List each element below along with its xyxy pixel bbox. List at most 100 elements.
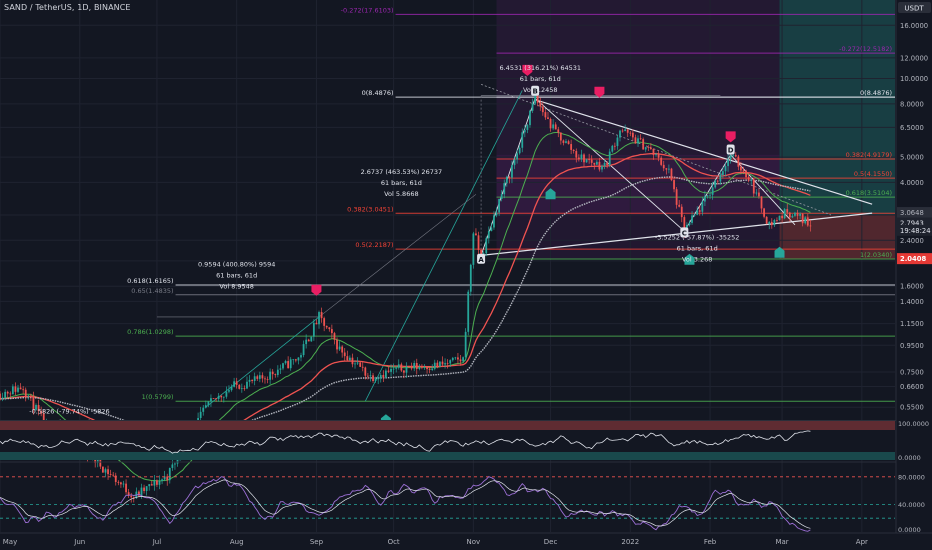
candle[interactable] <box>264 376 266 384</box>
candle[interactable] <box>217 393 220 402</box>
candle[interactable] <box>511 160 513 184</box>
candle[interactable] <box>431 364 434 372</box>
candle[interactable] <box>529 109 531 128</box>
candle[interactable] <box>518 145 521 155</box>
candle[interactable] <box>150 480 153 486</box>
symbol-title[interactable]: SAND / TetherUS, 1D, BINANCE <box>4 3 131 12</box>
candle[interactable] <box>557 126 560 138</box>
candle[interactable] <box>459 355 462 366</box>
wave-a-b[interactable] <box>480 98 536 256</box>
candle[interactable] <box>222 396 225 403</box>
candle[interactable] <box>413 360 416 372</box>
candle[interactable] <box>415 358 418 375</box>
candle[interactable] <box>138 490 140 498</box>
candle[interactable] <box>369 370 372 382</box>
candle[interactable] <box>495 207 498 218</box>
candle[interactable] <box>325 325 328 330</box>
candle[interactable] <box>603 159 606 170</box>
candle[interactable] <box>330 324 333 339</box>
candle[interactable] <box>577 154 580 162</box>
candle[interactable] <box>637 135 639 147</box>
candle[interactable] <box>364 366 367 380</box>
candle[interactable] <box>567 139 570 145</box>
candle[interactable] <box>302 340 305 358</box>
candle[interactable] <box>274 373 277 378</box>
candle[interactable] <box>446 359 449 369</box>
candle[interactable] <box>300 352 302 362</box>
candle[interactable] <box>660 155 663 167</box>
candle[interactable] <box>680 204 683 223</box>
candle[interactable] <box>678 200 681 208</box>
candle[interactable] <box>207 401 210 408</box>
candle[interactable] <box>109 469 112 476</box>
candle[interactable] <box>37 399 40 416</box>
measure-diagonal-1[interactable] <box>205 316 320 408</box>
candle[interactable] <box>161 478 163 485</box>
candle[interactable] <box>549 117 552 132</box>
candle[interactable] <box>289 357 292 371</box>
candle[interactable] <box>631 129 634 141</box>
candle[interactable] <box>328 327 331 332</box>
candle[interactable] <box>608 148 611 168</box>
candle[interactable] <box>595 159 598 166</box>
candle[interactable] <box>297 357 300 365</box>
candle[interactable] <box>120 481 122 488</box>
candle[interactable] <box>24 387 27 402</box>
candle[interactable] <box>688 220 691 227</box>
candle[interactable] <box>783 207 786 220</box>
candle[interactable] <box>433 359 436 371</box>
candle[interactable] <box>740 161 742 175</box>
triangle-upper-line[interactable] <box>534 99 873 205</box>
range-box-2[interactable] <box>318 194 477 318</box>
candle[interactable] <box>765 216 768 225</box>
candle[interactable] <box>35 403 37 411</box>
candle[interactable] <box>351 353 354 368</box>
candle[interactable] <box>269 368 272 385</box>
candle[interactable] <box>40 406 43 417</box>
candle[interactable] <box>199 406 202 421</box>
candle[interactable] <box>788 211 791 222</box>
candle[interactable] <box>117 480 120 486</box>
candle[interactable] <box>114 472 117 486</box>
candle[interactable] <box>588 153 591 164</box>
candle[interactable] <box>639 134 642 141</box>
candle[interactable] <box>621 128 624 133</box>
candle[interactable] <box>408 365 410 368</box>
candle[interactable] <box>449 359 452 368</box>
candle[interactable] <box>377 375 380 385</box>
candle[interactable] <box>423 364 426 370</box>
candle[interactable] <box>552 119 555 131</box>
candle[interactable] <box>294 358 297 363</box>
candle[interactable] <box>667 164 670 174</box>
candle[interactable] <box>565 138 567 144</box>
candle[interactable] <box>598 157 601 172</box>
candle[interactable] <box>202 405 205 416</box>
candle[interactable] <box>166 473 169 486</box>
candle[interactable] <box>655 152 657 157</box>
candle[interactable] <box>441 356 444 368</box>
candle[interactable] <box>387 365 390 374</box>
candle[interactable] <box>390 364 392 377</box>
candle[interactable] <box>238 384 241 390</box>
candle[interactable] <box>400 362 403 372</box>
candle[interactable] <box>248 375 251 387</box>
price-axis[interactable]: USDT 16.0000 12.0000 10.0000 8.0000 6.5000 5.0… <box>895 0 932 550</box>
candle[interactable] <box>333 331 336 345</box>
candle[interactable] <box>22 386 25 394</box>
candle[interactable] <box>704 190 706 207</box>
candle[interactable] <box>773 218 776 228</box>
candle[interactable] <box>346 350 349 361</box>
candle[interactable] <box>626 128 629 137</box>
candle[interactable] <box>804 216 807 225</box>
candle[interactable] <box>292 359 295 365</box>
candle[interactable] <box>256 374 259 381</box>
candle[interactable] <box>796 209 799 220</box>
candle[interactable] <box>243 385 246 391</box>
candle[interactable] <box>32 391 35 415</box>
candle[interactable] <box>395 365 398 373</box>
candle[interactable] <box>392 363 395 374</box>
trend-drawings[interactable] <box>156 83 873 408</box>
candle[interactable] <box>624 124 627 132</box>
candle[interactable] <box>539 97 542 111</box>
candle[interactable] <box>17 384 19 394</box>
